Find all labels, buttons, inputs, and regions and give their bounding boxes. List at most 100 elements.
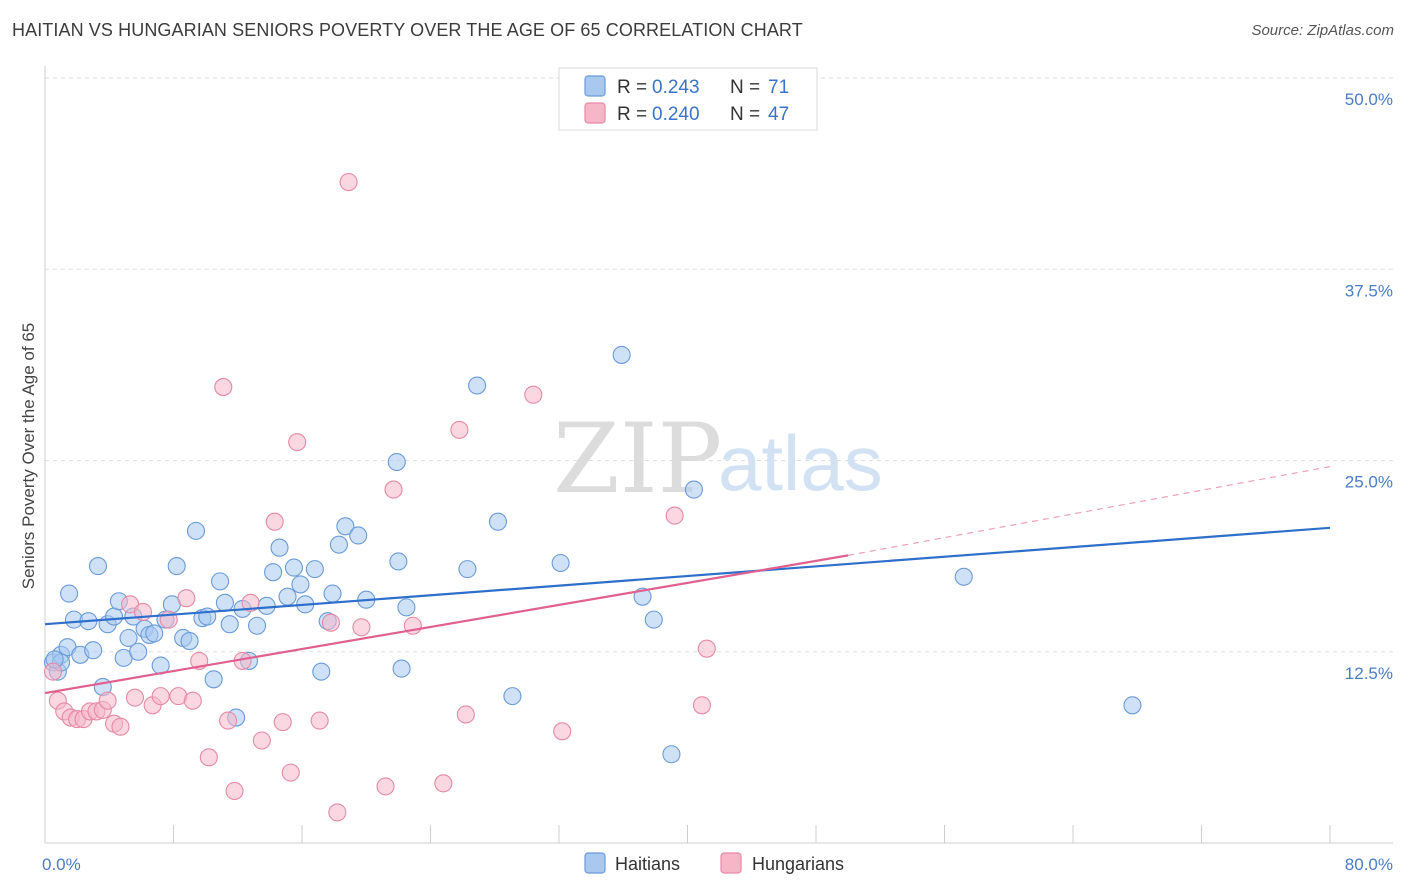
haitian-point-61 bbox=[551, 553, 570, 573]
hungarian-point-20 bbox=[183, 691, 202, 710]
hungarian-point-43 bbox=[456, 705, 475, 724]
haitian-point-64 bbox=[644, 610, 663, 629]
haitian-point-50 bbox=[336, 517, 355, 536]
haitian-point-15 bbox=[119, 628, 138, 648]
legend-swatch-hungarians bbox=[584, 102, 606, 124]
haitian-point-26 bbox=[180, 631, 199, 651]
hungarian-point-45 bbox=[553, 722, 572, 741]
hungarian-point-28 bbox=[252, 731, 271, 750]
haitian-point-65 bbox=[662, 745, 681, 764]
haitian-point-32 bbox=[215, 593, 234, 612]
haitian-point-53 bbox=[387, 452, 406, 472]
data-points bbox=[43, 172, 1142, 822]
hungarian-point-38 bbox=[376, 777, 395, 796]
haitian-point-43 bbox=[291, 575, 310, 594]
watermark-zip: ZIP bbox=[553, 403, 722, 515]
hungarian-point-16 bbox=[151, 687, 170, 706]
hungarian-point-32 bbox=[288, 433, 307, 452]
haitian-point-27 bbox=[186, 521, 206, 540]
y-axis-label: Seniors Poverty Over the Age of 65 bbox=[19, 323, 38, 589]
chart-title: HAITIAN VS HUNGARIAN SENIORS POVERTY OVE… bbox=[12, 20, 803, 40]
legend-r-value-hungarians: 0.240 bbox=[652, 104, 700, 125]
axes bbox=[44, 66, 1393, 844]
hungarian-point-29 bbox=[265, 512, 284, 531]
hungarian-point-47 bbox=[692, 696, 712, 715]
haitian-point-55 bbox=[392, 659, 411, 678]
legend-n-label-haitians: N = bbox=[730, 77, 760, 98]
haitian-point-37 bbox=[247, 616, 267, 635]
hungarian-point-13 bbox=[125, 688, 144, 707]
haitian-point-46 bbox=[312, 662, 331, 681]
haitian-point-42 bbox=[284, 558, 304, 577]
haitian-point-48 bbox=[323, 584, 342, 603]
hungarian-trend-extension bbox=[848, 466, 1331, 556]
hungarian-point-23 bbox=[214, 378, 233, 397]
hungarian-point-48 bbox=[697, 639, 716, 658]
hungarian-point-35 bbox=[328, 803, 347, 822]
hungarian-point-24 bbox=[219, 711, 238, 730]
watermark: ZIP atlas bbox=[553, 403, 883, 515]
legend: R = 0.243 N = 71 R = 0.240 N = 47 bbox=[558, 67, 818, 131]
haitian-point-30 bbox=[204, 670, 223, 689]
hungarian-point-11 bbox=[111, 717, 130, 736]
haitian-point-12 bbox=[105, 607, 124, 626]
legend-n-value-haitians: 71 bbox=[768, 77, 789, 98]
hungarian-point-36 bbox=[339, 172, 358, 192]
haitian-point-67 bbox=[954, 567, 973, 586]
watermark-atlas: atlas bbox=[718, 419, 883, 507]
legend-swatch-haitians bbox=[584, 75, 606, 97]
haitian-point-31 bbox=[211, 572, 230, 591]
bottom-legend-label-hungarians: Hungarians bbox=[752, 854, 844, 874]
haitian-trend-line bbox=[44, 526, 1331, 626]
x-tick-label-max: 80.0% bbox=[1345, 855, 1393, 874]
haitian-point-33 bbox=[220, 615, 239, 634]
hungarian-point-9 bbox=[98, 691, 117, 710]
haitian-point-58 bbox=[468, 376, 487, 395]
haitian-point-8 bbox=[84, 641, 103, 660]
haitian-point-40 bbox=[270, 538, 289, 557]
haitian-point-41 bbox=[278, 587, 297, 606]
haitian-point-17 bbox=[129, 642, 148, 661]
y-tick-labels: 12.5% 25.0% 37.5% 50.0% bbox=[1345, 90, 1393, 683]
hungarian-point-39 bbox=[384, 480, 403, 499]
y-tick-label-3: 50.0% bbox=[1345, 90, 1393, 109]
haitian-point-60 bbox=[503, 687, 522, 706]
hungarian-point-19 bbox=[177, 589, 196, 608]
legend-n-label-hungarians: N = bbox=[730, 104, 760, 125]
x-tick-label-min: 0.0% bbox=[42, 855, 81, 874]
hungarian-point-42 bbox=[450, 420, 469, 439]
haitian-point-51 bbox=[349, 526, 368, 545]
trend-lines bbox=[44, 466, 1331, 695]
bottom-legend-label-haitians: Haitians bbox=[615, 854, 680, 874]
y-tick-label-0: 12.5% bbox=[1345, 664, 1393, 683]
hungarian-trend-line bbox=[44, 554, 849, 695]
y-tick-label-2: 37.5% bbox=[1345, 281, 1393, 300]
haitian-point-38 bbox=[257, 596, 276, 615]
haitian-point-66 bbox=[684, 480, 703, 499]
legend-n-value-hungarians: 47 bbox=[768, 104, 789, 125]
haitian-point-20 bbox=[145, 624, 164, 643]
haitian-point-68 bbox=[1123, 696, 1142, 715]
hungarian-point-25 bbox=[225, 781, 244, 801]
haitian-point-59 bbox=[488, 512, 508, 531]
hungarian-point-41 bbox=[434, 774, 453, 793]
hungarian-point-33 bbox=[310, 711, 329, 730]
legend-r-value-haitians: 0.243 bbox=[652, 77, 700, 98]
haitian-point-57 bbox=[458, 560, 477, 579]
source-label: Source: ZipAtlas.com bbox=[1251, 22, 1394, 39]
hungarian-point-44 bbox=[524, 385, 543, 404]
bottom-legend-swatch-haitians bbox=[584, 852, 606, 874]
legend-r-label-haitians: R = bbox=[617, 77, 647, 98]
hungarian-point-37 bbox=[352, 618, 371, 637]
gridlines bbox=[45, 77, 1393, 653]
bottom-legend-swatch-hungarians bbox=[720, 852, 742, 874]
hungarian-point-22 bbox=[199, 748, 218, 767]
hungarian-point-30 bbox=[273, 713, 292, 732]
haitian-point-62 bbox=[612, 345, 631, 364]
bottom-legend: Haitians Hungarians bbox=[584, 852, 844, 874]
haitian-point-45 bbox=[305, 560, 324, 579]
hungarian-point-34 bbox=[321, 613, 340, 632]
haitian-point-39 bbox=[264, 563, 283, 582]
hungarian-point-27 bbox=[241, 593, 260, 612]
